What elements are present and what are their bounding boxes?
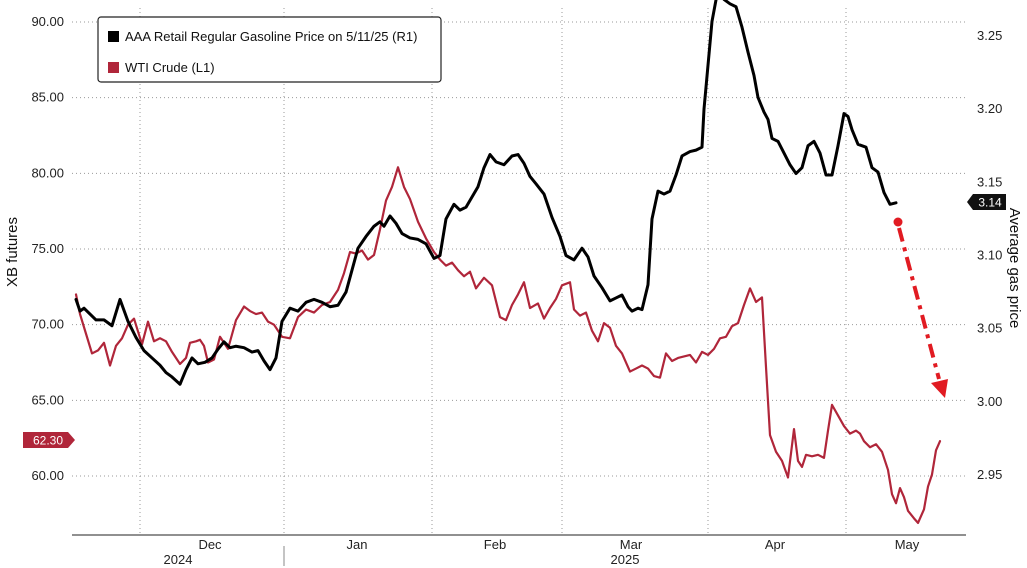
y-left-tick-label: 90.00 bbox=[31, 14, 64, 29]
y-right-tick-label: 3.20 bbox=[977, 101, 1002, 116]
y-axis-right: 2.95 3.00 3.05 3.10 3.15 3.20 3.25 bbox=[977, 28, 1002, 482]
y-left-tick-label: 65.00 bbox=[31, 392, 64, 407]
x-tick-label-dec: Dec bbox=[198, 537, 222, 552]
y-right-tick-label: 3.05 bbox=[977, 321, 1002, 336]
legend-label-wti: WTI Crude (L1) bbox=[125, 60, 215, 75]
y-left-tick-label: 60.00 bbox=[31, 468, 64, 483]
legend-label-gasoline: AAA Retail Regular Gasoline Price on 5/1… bbox=[125, 29, 417, 44]
trend-arrow-head bbox=[931, 379, 948, 398]
y-right-tick-label: 3.10 bbox=[977, 248, 1002, 263]
series-lines bbox=[74, 0, 942, 525]
gasoline-badge-value: 3.14 bbox=[978, 196, 1002, 210]
wti-badge-value: 62.30 bbox=[33, 434, 63, 448]
legend: AAA Retail Regular Gasoline Price on 5/1… bbox=[97, 16, 442, 83]
y-left-tick-label: 75.00 bbox=[31, 241, 64, 256]
x-tick-label-feb: Feb bbox=[484, 537, 506, 552]
legend-box bbox=[97, 16, 442, 83]
y-axis-right-title: Average gas price bbox=[1006, 208, 1023, 329]
x-tick-label-apr: Apr bbox=[765, 537, 786, 552]
y-right-tick-label: 3.00 bbox=[977, 394, 1002, 409]
x-tick-label-may: May bbox=[895, 537, 920, 552]
gasoline-badge-shape bbox=[967, 194, 1006, 210]
x-tick-label-mar: Mar bbox=[620, 537, 643, 552]
legend-swatch-gasoline bbox=[108, 31, 119, 42]
trend-arrow-shaft bbox=[897, 227, 941, 380]
trend-arrow-start-dot bbox=[893, 217, 903, 227]
gasoline-last-value-badge: 3.14 bbox=[967, 194, 1006, 210]
x-year-label-2024: 2024 bbox=[164, 552, 193, 567]
y-right-tick-label: 3.25 bbox=[977, 28, 1002, 43]
x-tick-label-jan: Jan bbox=[347, 537, 368, 552]
y-axis-left: 60.00 65.00 70.00 75.00 80.00 85.00 90.00 bbox=[31, 14, 64, 483]
y-left-tick-label: 70.00 bbox=[31, 317, 64, 332]
y-axis-left-title: XB futures bbox=[4, 217, 21, 287]
y-left-tick-label: 80.00 bbox=[31, 165, 64, 180]
wti-badge-shape bbox=[23, 432, 75, 448]
y-right-tick-label: 2.95 bbox=[977, 467, 1002, 482]
trend-arrow bbox=[893, 217, 948, 398]
wti-last-value-badge: 62.30 bbox=[23, 432, 75, 448]
x-axis: Dec Jan Feb Mar Apr May 2024 2025 bbox=[72, 534, 966, 567]
legend-swatch-wti bbox=[108, 62, 119, 73]
y-right-tick-label: 3.15 bbox=[977, 174, 1002, 189]
y-left-tick-label: 85.00 bbox=[31, 90, 64, 105]
gasoline-price-line bbox=[74, 0, 898, 386]
x-year-label-2025: 2025 bbox=[611, 552, 640, 567]
